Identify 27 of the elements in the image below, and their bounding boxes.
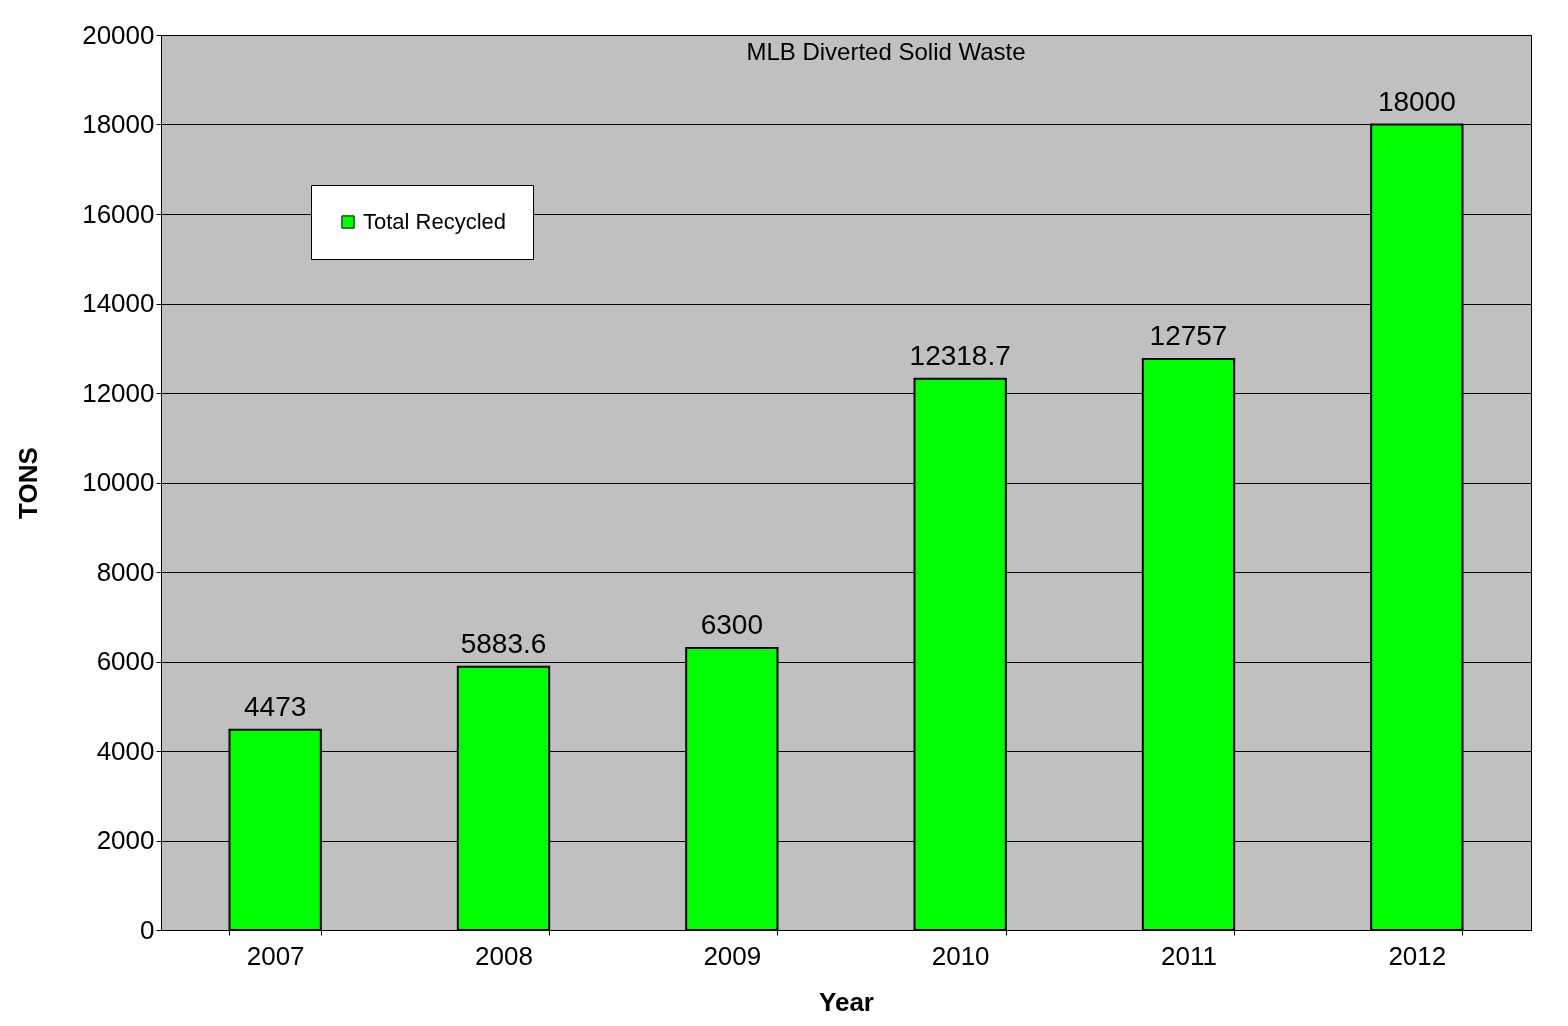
x-axis-title: Year [819,986,874,1017]
y-tick-label: 16000 [82,198,155,229]
y-tick-label: 14000 [82,288,155,318]
y-tick-label: 2000 [96,825,155,855]
y-tick-label: 4000 [96,735,155,766]
y-tick-label: 18000 [82,109,155,139]
data-label: 6300 [700,609,763,641]
y-tick-label: 0 [140,914,155,945]
x-tick-label: 2010 [931,940,990,971]
data-label: 12757 [1149,320,1228,352]
data-label: 12318.7 [909,339,1011,371]
x-tick-label: 2009 [703,940,762,971]
chart-title: MLB Diverted Solid Waste [746,38,1026,65]
y-tick-label: 20000 [82,19,155,50]
y-axis-title: TONS [13,447,44,519]
x-tick-label: 2011 [1161,940,1217,971]
y-tick-label: 10000 [82,467,155,497]
data-label: 18000 [1377,85,1456,117]
y-tick-label: 8000 [96,556,155,587]
y-tick-label: 6000 [96,646,155,676]
x-tick-label: 2012 [1388,940,1447,971]
x-tick-label: 2007 [246,940,305,971]
legend-label: Total Recycled [363,209,507,234]
y-tick-label: 12000 [82,377,155,408]
x-tick-label: 2008 [475,940,533,971]
data-label: 4473 [244,690,307,722]
data-label: 5883.6 [460,627,547,659]
